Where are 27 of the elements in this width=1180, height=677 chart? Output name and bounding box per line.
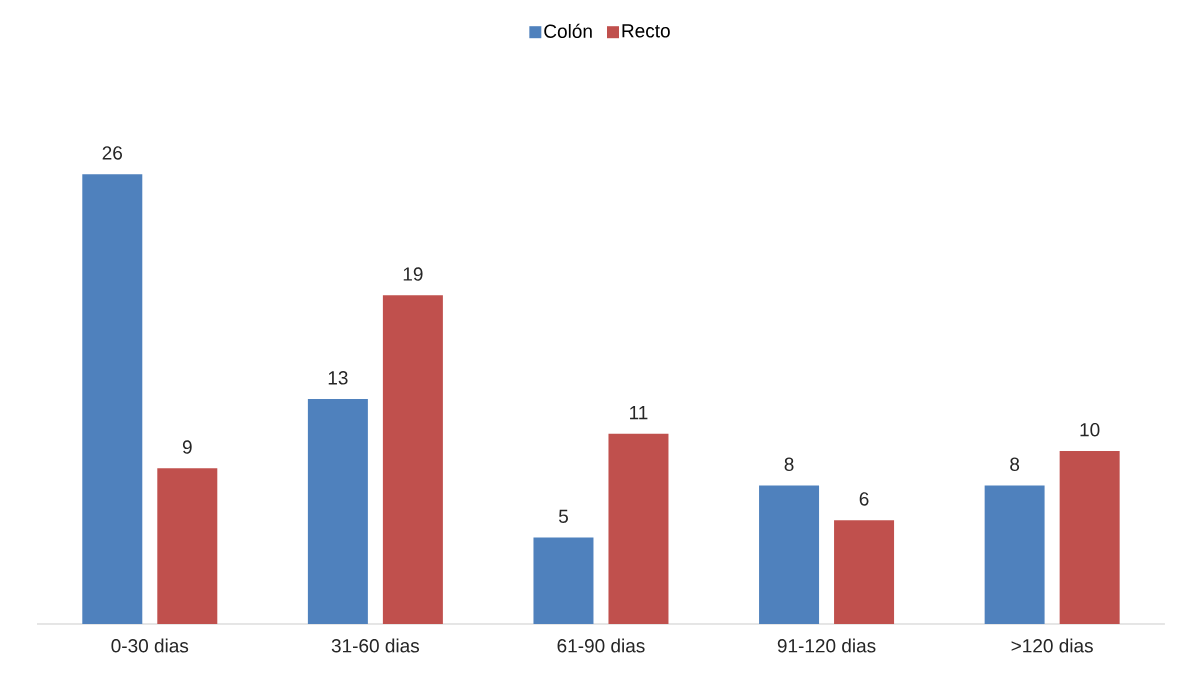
x-tick-label: >120 dias xyxy=(1011,638,1093,653)
data-label: 8 xyxy=(784,457,794,472)
legend-label: Recto xyxy=(622,24,670,38)
legend-label: Colón xyxy=(544,23,592,38)
data-label: 6 xyxy=(859,492,869,506)
data-label: 10 xyxy=(1080,423,1100,437)
bar xyxy=(608,433,669,624)
x-tick-label: 0-30 dias xyxy=(111,638,189,653)
data-label: 11 xyxy=(630,406,648,420)
bar xyxy=(382,295,443,624)
bar xyxy=(1059,450,1120,624)
bar xyxy=(984,485,1045,624)
data-label: 13 xyxy=(328,371,348,385)
bar xyxy=(759,485,820,624)
data-label: 8 xyxy=(1010,457,1020,472)
bar xyxy=(82,174,143,624)
x-tick-label: 61-90 dias xyxy=(557,638,645,653)
data-label: 9 xyxy=(182,440,192,454)
bar xyxy=(834,520,895,624)
data-label: 26 xyxy=(102,146,123,160)
bar xyxy=(157,468,218,624)
data-label: 5 xyxy=(558,509,568,523)
bar xyxy=(307,399,368,624)
data-label: 19 xyxy=(403,267,423,281)
x-tick-label: 91-120 dias xyxy=(777,638,876,653)
bar xyxy=(533,537,594,624)
x-tick-label: 31-60 dias xyxy=(331,638,420,653)
